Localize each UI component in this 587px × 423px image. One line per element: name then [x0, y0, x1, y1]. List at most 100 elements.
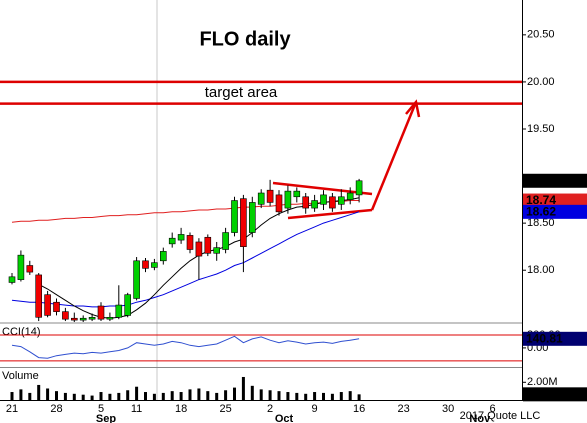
x-tick-label: 11 — [131, 403, 142, 415]
volume-bar — [152, 393, 156, 400]
candle-body — [275, 194, 283, 213]
x-tick-label: 25 — [219, 403, 231, 415]
volume-bar — [295, 392, 299, 400]
cci-line — [11, 335, 360, 359]
candle-body — [62, 311, 69, 320]
candle-body — [249, 202, 256, 233]
volume-bar — [170, 391, 174, 400]
volume-bar — [144, 392, 147, 400]
candle-body — [320, 194, 327, 205]
candle-body — [79, 317, 87, 321]
last-value-label: 140.81 — [526, 331, 563, 345]
volume-bar — [304, 393, 308, 400]
candle-body — [44, 294, 51, 316]
last-value-box — [523, 331, 587, 346]
candle-body — [124, 294, 131, 316]
candle-body — [257, 192, 265, 205]
candle-body — [186, 235, 194, 250]
candle-body — [337, 196, 345, 205]
volume-bar — [99, 392, 103, 400]
candle-body — [133, 260, 140, 299]
month-label: Nov — [469, 413, 491, 423]
volume-bar — [348, 391, 352, 400]
x-tick-label: 2 — [267, 403, 273, 415]
volume-bar — [206, 391, 210, 400]
volume-bar — [277, 391, 281, 400]
candle-body — [231, 200, 238, 233]
candle-body — [346, 192, 354, 200]
volume-bar — [250, 385, 254, 400]
candle-body — [8, 276, 16, 283]
trendline — [272, 181, 373, 196]
chart-title: FLO daily — [199, 28, 291, 50]
candle-body — [293, 190, 301, 198]
candle-body — [355, 180, 363, 196]
last-value-box — [523, 193, 587, 208]
y-tick-label: 18.00 — [527, 264, 555, 276]
volume-bar — [259, 389, 263, 400]
volume-bar — [313, 392, 317, 400]
candle-body — [195, 241, 203, 257]
moving-average — [11, 200, 360, 223]
candle-body — [222, 232, 229, 250]
volume-bar — [188, 389, 192, 400]
candle-body — [71, 317, 78, 321]
volume-bar — [339, 392, 343, 400]
volume-bar — [215, 392, 219, 400]
candle-body — [284, 190, 292, 209]
month-label: Sep — [96, 413, 116, 423]
last-value-label: 18.62 — [526, 205, 556, 219]
x-tick-label: 5 — [98, 403, 104, 415]
last-value-label: 18.95 — [526, 173, 556, 187]
volume-bar — [72, 393, 76, 400]
volume-bar — [37, 384, 41, 400]
candle-body — [204, 236, 212, 254]
trendline — [287, 208, 373, 220]
trend-drawing — [272, 99, 421, 220]
moving-average — [11, 211, 360, 308]
candle-body — [115, 304, 123, 318]
candle-body — [97, 305, 105, 320]
x-tick-label: 18 — [175, 403, 187, 415]
volume-bar — [90, 395, 94, 400]
volume-bar — [357, 394, 361, 400]
volume-bar — [197, 388, 201, 400]
volume-bar — [161, 392, 165, 400]
volume-bar — [224, 390, 228, 400]
x-tick-label: 16 — [353, 403, 365, 415]
volume-bar — [19, 389, 23, 400]
candle-body — [53, 301, 60, 312]
last-value-label: 18.74 — [526, 193, 556, 207]
volume-bar — [233, 387, 236, 400]
volume-bar — [28, 392, 32, 400]
volume-bar — [63, 392, 67, 400]
last-value-box — [523, 173, 587, 188]
volume-bar — [108, 393, 112, 400]
y-tick-label: 2.00M — [527, 376, 558, 388]
y-tick-label: 18.50 — [527, 217, 555, 229]
candle-body — [17, 254, 25, 280]
last-value-label: 639.44K — [526, 387, 572, 401]
x-tick-label: 30 — [442, 403, 454, 415]
volume-bar — [268, 390, 272, 400]
candle-body — [266, 189, 274, 203]
last-value-box — [523, 204, 587, 219]
candle-body — [168, 237, 176, 245]
volume-bar — [179, 392, 183, 400]
volume-bar — [322, 392, 325, 400]
panel-label: CCI(14) — [2, 326, 41, 338]
x-tick-label: 6 — [490, 403, 496, 415]
candle-body — [35, 274, 43, 318]
volume-bar — [135, 386, 139, 400]
panel-label: Volume — [2, 370, 39, 382]
candle-body — [213, 247, 220, 254]
annotation: target area — [205, 84, 278, 101]
volume-bar — [330, 393, 334, 400]
x-tick-label: 28 — [50, 403, 62, 415]
candle-body — [142, 260, 149, 269]
volume-bar — [10, 392, 14, 400]
candle-body — [177, 234, 185, 241]
candle-body — [160, 251, 167, 262]
